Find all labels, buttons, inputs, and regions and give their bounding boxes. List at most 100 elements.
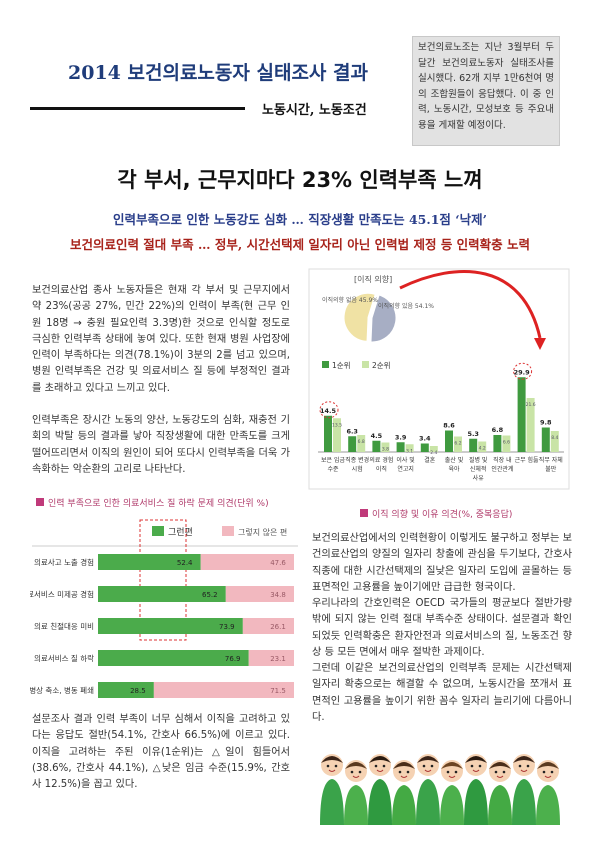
person-body [512, 779, 536, 825]
person-eye [430, 764, 434, 768]
category-label: 인간관계 [491, 465, 513, 473]
quality-chart-caption: 인력 부족으로 인한 의료서비스 질 하락 문제 의견(단위 %) [36, 496, 296, 509]
person-mouth [376, 769, 384, 772]
person-eye [518, 764, 522, 768]
bar-value-label: 34.8 [270, 591, 286, 599]
bar-first [541, 427, 550, 452]
person-body [368, 779, 392, 825]
person-mouth [544, 775, 552, 778]
bar-value-label: 71.5 [270, 687, 286, 695]
bar-value-label: 6.8 [358, 439, 365, 445]
bar-no [242, 618, 294, 634]
category-label: 이사 및 [396, 456, 415, 464]
bar-value-label: 47.6 [270, 559, 286, 567]
person-hair [321, 756, 343, 763]
highlight-frame [139, 519, 187, 641]
page-title: 2014 보건의료노동자 실태조사 결과 [68, 62, 368, 84]
person-body [392, 785, 416, 825]
bar-yes [98, 650, 249, 666]
body-paragraph-6: 그런데 이같은 보건의료산업의 인력부족 문제는 시간선택제 일자리 확충으로는… [312, 663, 572, 723]
bar-value-label: 3.1 [406, 448, 413, 454]
person-hair [393, 762, 415, 769]
body-paragraph-5: 우리나라의 간호인력은 OECD 국가들의 평균보다 절반가량밖에 되지 않는 … [312, 598, 572, 658]
person-hair [489, 762, 511, 769]
bar-first [372, 440, 381, 452]
category-label: 병상 축소, 병동 폐쇄 [30, 685, 94, 695]
bar-second [381, 442, 390, 452]
bar-value-label: 21.6 [526, 402, 536, 408]
pie-label-no: 이직의향 없음 45.9% [322, 296, 378, 304]
bar-value-label: 3.8 [382, 447, 389, 453]
bar-value-label: 9.8 [540, 419, 552, 427]
quality-chart-caption-text: 인력 부족으로 인한 의료서비스 질 하락 문제 의견(단위 %) [48, 499, 269, 509]
person-eye [446, 770, 450, 774]
bar-value-label: 3.9 [395, 433, 407, 441]
category-label: 육아 [448, 465, 460, 473]
person-hair [369, 756, 391, 763]
bar-value-label: 6.3 [346, 427, 358, 435]
legend-label-second: 2순위 [372, 361, 391, 370]
person-eye [334, 764, 338, 768]
bar-value-label: 4.5 [371, 432, 383, 440]
person-eye [494, 770, 498, 774]
person-eye [358, 770, 362, 774]
bar-second [333, 418, 341, 452]
legend-label-no: 그렇지 않은 편 [238, 527, 287, 537]
bar-second [357, 435, 366, 452]
bar-value-label: 3.4 [419, 435, 431, 443]
bar-value-label: 28.5 [130, 687, 146, 695]
bar-second [478, 441, 487, 452]
bar-first [396, 442, 405, 452]
bar-value-label: 4.2 [479, 446, 486, 452]
subheading-blue: 인력부족으로 인한 노동강도 심화 … 직장생활 만족도는 45.1점 ‘낙제’ [113, 212, 487, 227]
bar-value-label: 52.4 [177, 559, 193, 567]
body-paragraph-1: 보건의료산업 종사 노동자들은 현재 각 부서 및 근무지에서 약 23%(공공… [32, 285, 290, 394]
bar-value-label: 5.3 [467, 430, 479, 438]
legend-label-yes: 그런편 [168, 526, 193, 538]
bar-second [405, 444, 414, 452]
category-label: 의료사고 노출 경험 [34, 557, 94, 567]
legend-swatch-first [322, 361, 329, 368]
bar-value-label: 26.1 [270, 623, 286, 631]
person-mouth [352, 775, 360, 778]
person-eye [350, 770, 354, 774]
person-mouth [400, 775, 408, 778]
legend-swatch-yes [152, 526, 164, 536]
bar-value-label: 13.5 [332, 422, 342, 428]
person-eye [454, 770, 458, 774]
bar-first [445, 430, 453, 452]
person-body [344, 785, 368, 825]
bar-no [200, 554, 294, 570]
person-eye [422, 764, 426, 768]
bar-no [225, 586, 294, 602]
person-body [536, 785, 560, 825]
person-body [320, 779, 344, 825]
category-label: 연고지 [397, 465, 414, 473]
bar-second [454, 436, 462, 452]
bar-second [526, 398, 535, 452]
bar-yes [98, 554, 201, 570]
turnover-chart: [이직 의향] 이직의향 없음 45.9%이직의향 있음 54.1% 1순위 2… [308, 268, 570, 490]
bar-no [248, 650, 294, 666]
bar-value-label: 6.2 [454, 441, 461, 447]
person-mouth [496, 775, 504, 778]
bar-yes [98, 586, 226, 602]
bar-second [429, 446, 438, 452]
person-eye [478, 764, 482, 768]
person-hair [513, 756, 535, 763]
title-rule [30, 107, 245, 110]
pie-slice [343, 292, 376, 342]
turnover-chart-caption-text: 이직 의향 및 이유 의견(%, 중복응답) [372, 510, 513, 520]
caption-square-icon [36, 498, 44, 506]
bar-value-label: 6.6 [503, 440, 510, 446]
body-paragraph-3: 설문조사 결과 인력 부족이 너무 심해서 이직을 고려하고 있다는 응답도 절… [32, 714, 290, 791]
bar-first [348, 436, 357, 452]
person-body [464, 779, 488, 825]
info-box: 보건의료노조는 지난 3월부터 두 달간 보건의료노동자 실태조사를 실시했다.… [412, 36, 560, 146]
bar-yes [98, 682, 154, 698]
bar-first [420, 443, 429, 452]
person-mouth [448, 775, 456, 778]
person-hair [465, 756, 487, 763]
legend-swatch-no [222, 526, 234, 536]
person-mouth [424, 769, 432, 772]
